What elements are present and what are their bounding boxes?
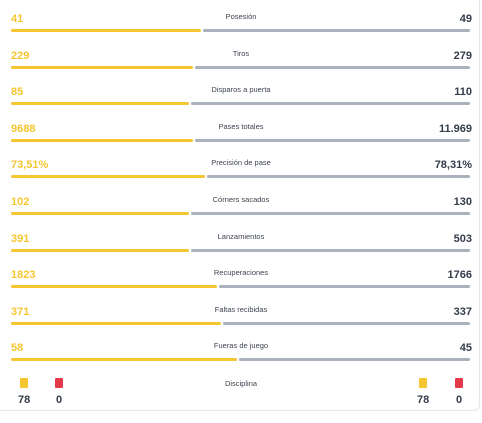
home-value: 41 <box>11 13 24 25</box>
home-bar <box>11 358 237 362</box>
away-bar <box>207 175 470 179</box>
stat-label: Pases totales <box>218 121 264 131</box>
home-bar <box>11 138 193 142</box>
red-card-icon <box>55 378 63 388</box>
home-value: 102 <box>11 196 30 208</box>
stat-label: Disparos a puerta <box>211 85 271 95</box>
home-value: 1823 <box>11 269 36 282</box>
away-value: 45 <box>459 342 472 355</box>
home-red-count: 0 <box>56 394 63 406</box>
discipline-label: Disciplina <box>224 379 258 388</box>
away-bar <box>203 29 470 32</box>
home-yellow-count: 78 <box>18 394 31 406</box>
away-bar <box>219 285 470 289</box>
yellow-card-icon <box>20 378 28 388</box>
stat-label: Faltas recibidas <box>214 304 268 314</box>
home-bar <box>11 29 201 32</box>
away-value: 49 <box>459 13 472 25</box>
away-bar <box>195 138 470 142</box>
away-value: 110 <box>454 86 472 99</box>
away-bar <box>191 102 470 106</box>
away-red-count: 0 <box>456 394 463 406</box>
red-card-icon <box>455 378 463 388</box>
home-bar <box>11 175 205 179</box>
away-value: 337 <box>453 305 472 318</box>
stat-label: Recuperaciones <box>213 268 269 278</box>
home-bar <box>11 285 217 289</box>
discipline-row: 78 0 Disciplina 78 0 <box>0 373 482 408</box>
away-yellow-count: 78 <box>417 394 430 406</box>
stat-label: Tiros <box>232 48 250 58</box>
away-value: 11.969 <box>438 122 472 135</box>
stat-label: Fueras de juego <box>213 341 269 351</box>
home-bar <box>11 102 189 106</box>
home-value: 73,51% <box>11 159 49 172</box>
stat-label: Córners sacados <box>212 195 270 204</box>
stat-label: Lanzamientos <box>217 231 265 241</box>
stat-row: 391 Lanzamientos 503 <box>0 226 482 263</box>
home-bar <box>11 321 221 325</box>
stat-row: 102 Córners sacados 130 <box>0 189 482 226</box>
stat-row: 73,51% Precisión de pase 78,31% <box>0 152 482 189</box>
away-value: 279 <box>453 49 472 62</box>
away-value: 1766 <box>447 269 472 282</box>
home-value: 9688 <box>11 122 36 135</box>
home-value: 58 <box>11 342 24 355</box>
away-bar <box>191 212 470 215</box>
away-bar <box>191 248 470 252</box>
home-bar <box>11 212 189 215</box>
stat-row: 58 Fueras de juego 45 <box>0 335 482 372</box>
home-value: 391 <box>11 232 30 245</box>
yellow-card-icon <box>419 378 427 388</box>
stat-row: 41 Posesión 49 <box>0 6 482 43</box>
away-bar <box>223 321 470 325</box>
away-value: 503 <box>453 232 472 245</box>
stat-label: Posesión <box>225 12 257 21</box>
home-bar <box>11 248 189 252</box>
home-bar <box>11 65 193 69</box>
away-value: 130 <box>453 196 472 208</box>
home-value: 371 <box>11 305 30 318</box>
stat-row: 1823 Recuperaciones 1766 <box>0 262 482 299</box>
home-value: 85 <box>11 86 24 99</box>
away-value: 78,31% <box>434 159 472 172</box>
stat-row: 9688 Pases totales 11.969 <box>0 116 482 153</box>
home-value: 229 <box>11 49 30 62</box>
stat-row: 85 Disparos a puerta 110 <box>0 79 482 116</box>
away-bar <box>239 358 470 362</box>
stat-row: 229 Tiros 279 <box>0 43 482 80</box>
stat-row: 371 Faltas recibidas 337 <box>0 299 482 336</box>
away-bar <box>195 65 470 69</box>
stat-label: Precisión de pase <box>211 158 271 168</box>
